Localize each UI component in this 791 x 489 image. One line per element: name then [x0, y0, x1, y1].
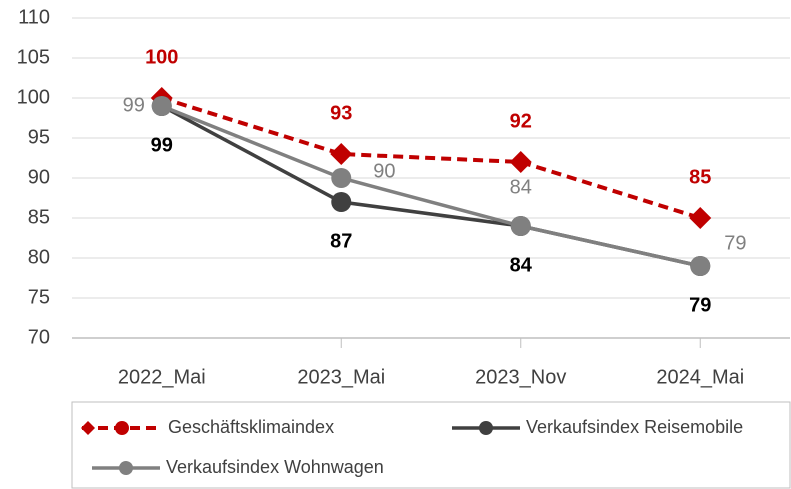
data-label: 84 [510, 176, 532, 198]
marker [689, 207, 712, 229]
y-tick-label: 110 [18, 6, 50, 28]
marker [690, 256, 711, 276]
y-tick-label: 100 [17, 86, 50, 108]
legend-marker [115, 421, 129, 435]
data-label: 100 [145, 46, 178, 68]
legend-marker [479, 421, 493, 435]
series-line [161, 96, 701, 220]
legend-marker [119, 461, 133, 475]
marker [151, 96, 172, 116]
data-label: 99 [123, 94, 145, 116]
data-label: 90 [373, 160, 395, 182]
x-tick-label: 2024_Mai [656, 366, 744, 388]
y-tick-label: 80 [28, 246, 50, 268]
data-label: 79 [724, 232, 746, 254]
data-label: 87 [330, 230, 352, 252]
data-label: 93 [330, 102, 352, 124]
marker [510, 216, 531, 236]
legend-label: Verkaufsindex Wohnwagen [166, 457, 384, 477]
marker [509, 151, 532, 173]
data-label: 85 [689, 166, 711, 188]
data-label: 84 [510, 254, 533, 276]
x-tick-label: 2023_Mai [297, 366, 385, 388]
legend-label: Verkaufsindex Reisemobile [526, 417, 743, 437]
data-label: 92 [510, 110, 532, 132]
legend-marker [81, 421, 95, 435]
legend-box [71, 401, 791, 489]
y-tick-label: 90 [28, 166, 50, 188]
marker [330, 143, 353, 165]
legend-label: Geschäftsklimaindex [168, 417, 334, 437]
x-tick-label: 2022_Mai [118, 366, 206, 388]
data-label: 99 [151, 134, 173, 156]
y-tick-label: 95 [28, 126, 50, 148]
y-tick-label: 85 [28, 206, 50, 228]
series-line [160, 104, 701, 268]
data-label: 79 [689, 294, 711, 316]
y-tick-label: 70 [28, 326, 50, 348]
marker [331, 168, 352, 188]
series-line [161, 104, 701, 268]
marker [331, 192, 352, 212]
y-tick-label: 75 [28, 286, 50, 308]
x-tick-label: 2023_Nov [475, 366, 566, 388]
y-tick-label: 105 [17, 46, 50, 68]
